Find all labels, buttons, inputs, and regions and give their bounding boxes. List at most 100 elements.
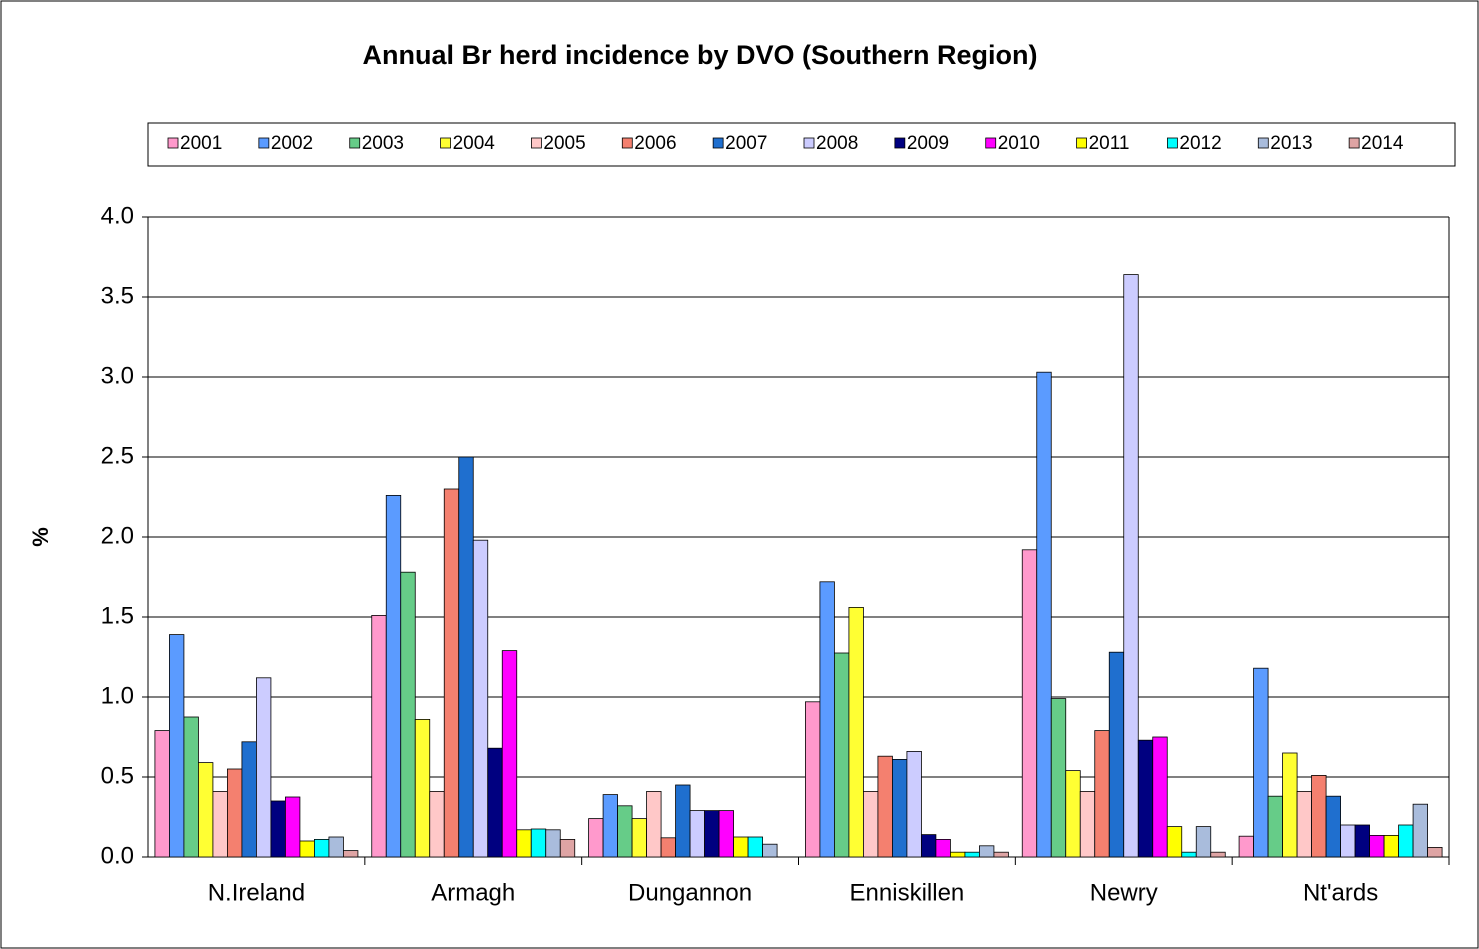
bar [183, 716, 199, 858]
bar [921, 834, 937, 858]
y-tick-label: 4.0 [101, 202, 134, 229]
bar [1181, 851, 1197, 858]
bar [762, 843, 778, 858]
legend-label: 2003 [362, 133, 404, 154]
bar [1427, 847, 1443, 858]
y-axis-label: % [28, 527, 53, 547]
bar [805, 701, 821, 858]
bar [530, 828, 547, 858]
legend-label: 2001 [180, 133, 222, 154]
legend-swatch [1076, 137, 1087, 149]
bar [169, 634, 185, 858]
y-tick-label: 1.5 [101, 602, 134, 629]
bar [154, 730, 170, 858]
y-tick-label: 2.0 [101, 522, 134, 549]
legend-label: 2011 [1089, 133, 1130, 154]
bar [516, 829, 532, 858]
legend-swatch [621, 137, 633, 149]
legend-label: 2010 [998, 133, 1040, 154]
legend-label: 2002 [271, 133, 313, 154]
y-tick-label: 0.5 [101, 762, 134, 789]
bar [646, 791, 662, 858]
bar [487, 747, 503, 858]
bar [1210, 851, 1226, 858]
bar [1065, 770, 1081, 858]
x-tick-label: Armagh [431, 879, 515, 906]
legend-swatch [894, 137, 906, 149]
bar [212, 791, 228, 858]
legend-swatch [1257, 137, 1269, 149]
x-tick-label: Newry [1090, 879, 1158, 906]
bar [1369, 835, 1385, 858]
legend-swatch [1167, 137, 1178, 149]
chart-title: Annual Br herd incidence by DVO (Souther… [362, 40, 1037, 70]
bar [1325, 795, 1341, 858]
bar [588, 818, 604, 858]
bar [1267, 795, 1283, 858]
legend-label: 2014 [1361, 133, 1404, 154]
bar [1137, 739, 1154, 858]
bar [1296, 791, 1312, 858]
legend-label: 2007 [725, 133, 767, 154]
y-tick-label: 3.5 [101, 282, 134, 309]
bar [429, 791, 445, 858]
y-tick-label: 1.0 [101, 682, 134, 709]
legend-label: 2013 [1270, 133, 1312, 154]
bar [414, 719, 431, 858]
bar [241, 741, 257, 858]
bar [1036, 371, 1052, 858]
y-tick-label: 2.5 [101, 442, 134, 469]
bar [1195, 826, 1212, 858]
bar [704, 810, 720, 858]
bar [270, 800, 286, 858]
legend-swatch [712, 137, 724, 149]
bar [328, 836, 344, 858]
bar [834, 652, 850, 858]
bar [501, 650, 518, 858]
bar [675, 784, 691, 858]
bar [1079, 791, 1096, 858]
bar [227, 768, 243, 858]
bar [1253, 667, 1269, 858]
bar [559, 839, 576, 858]
bar [545, 829, 561, 858]
bar [602, 794, 618, 858]
legend-label: 2006 [634, 133, 676, 154]
bar [819, 581, 835, 858]
bar [906, 751, 922, 858]
bar [1282, 752, 1298, 858]
bar [1152, 736, 1168, 858]
bar [285, 796, 301, 858]
bar [371, 615, 387, 858]
bar [718, 810, 734, 858]
bar [1354, 824, 1370, 858]
legend-swatch [440, 137, 451, 149]
bar [343, 850, 359, 858]
legend-label: 2009 [907, 133, 949, 154]
y-tick-label: 0.0 [101, 842, 134, 869]
legend-box [147, 122, 1456, 167]
bar [1094, 730, 1110, 858]
bar [848, 607, 864, 858]
bar [458, 456, 474, 858]
legend-swatch [531, 137, 542, 149]
legend-swatch [167, 137, 179, 149]
legend-label: 2008 [816, 133, 858, 154]
legend-label: 2005 [543, 133, 585, 154]
legend-swatch [803, 137, 815, 149]
bar [617, 805, 633, 858]
bar [631, 818, 647, 858]
legend-swatch [985, 137, 997, 149]
legend-label: 2012 [1179, 133, 1221, 154]
bar [256, 677, 272, 858]
x-tick-label: Dungannon [628, 879, 752, 906]
bar [689, 810, 705, 858]
legend-swatch [349, 137, 361, 149]
x-tick-label: Enniskillen [850, 879, 965, 906]
bar [964, 851, 980, 858]
bar [1340, 824, 1356, 858]
legend-label: 2004 [453, 133, 496, 154]
bar [1383, 835, 1399, 858]
bar [733, 836, 749, 858]
